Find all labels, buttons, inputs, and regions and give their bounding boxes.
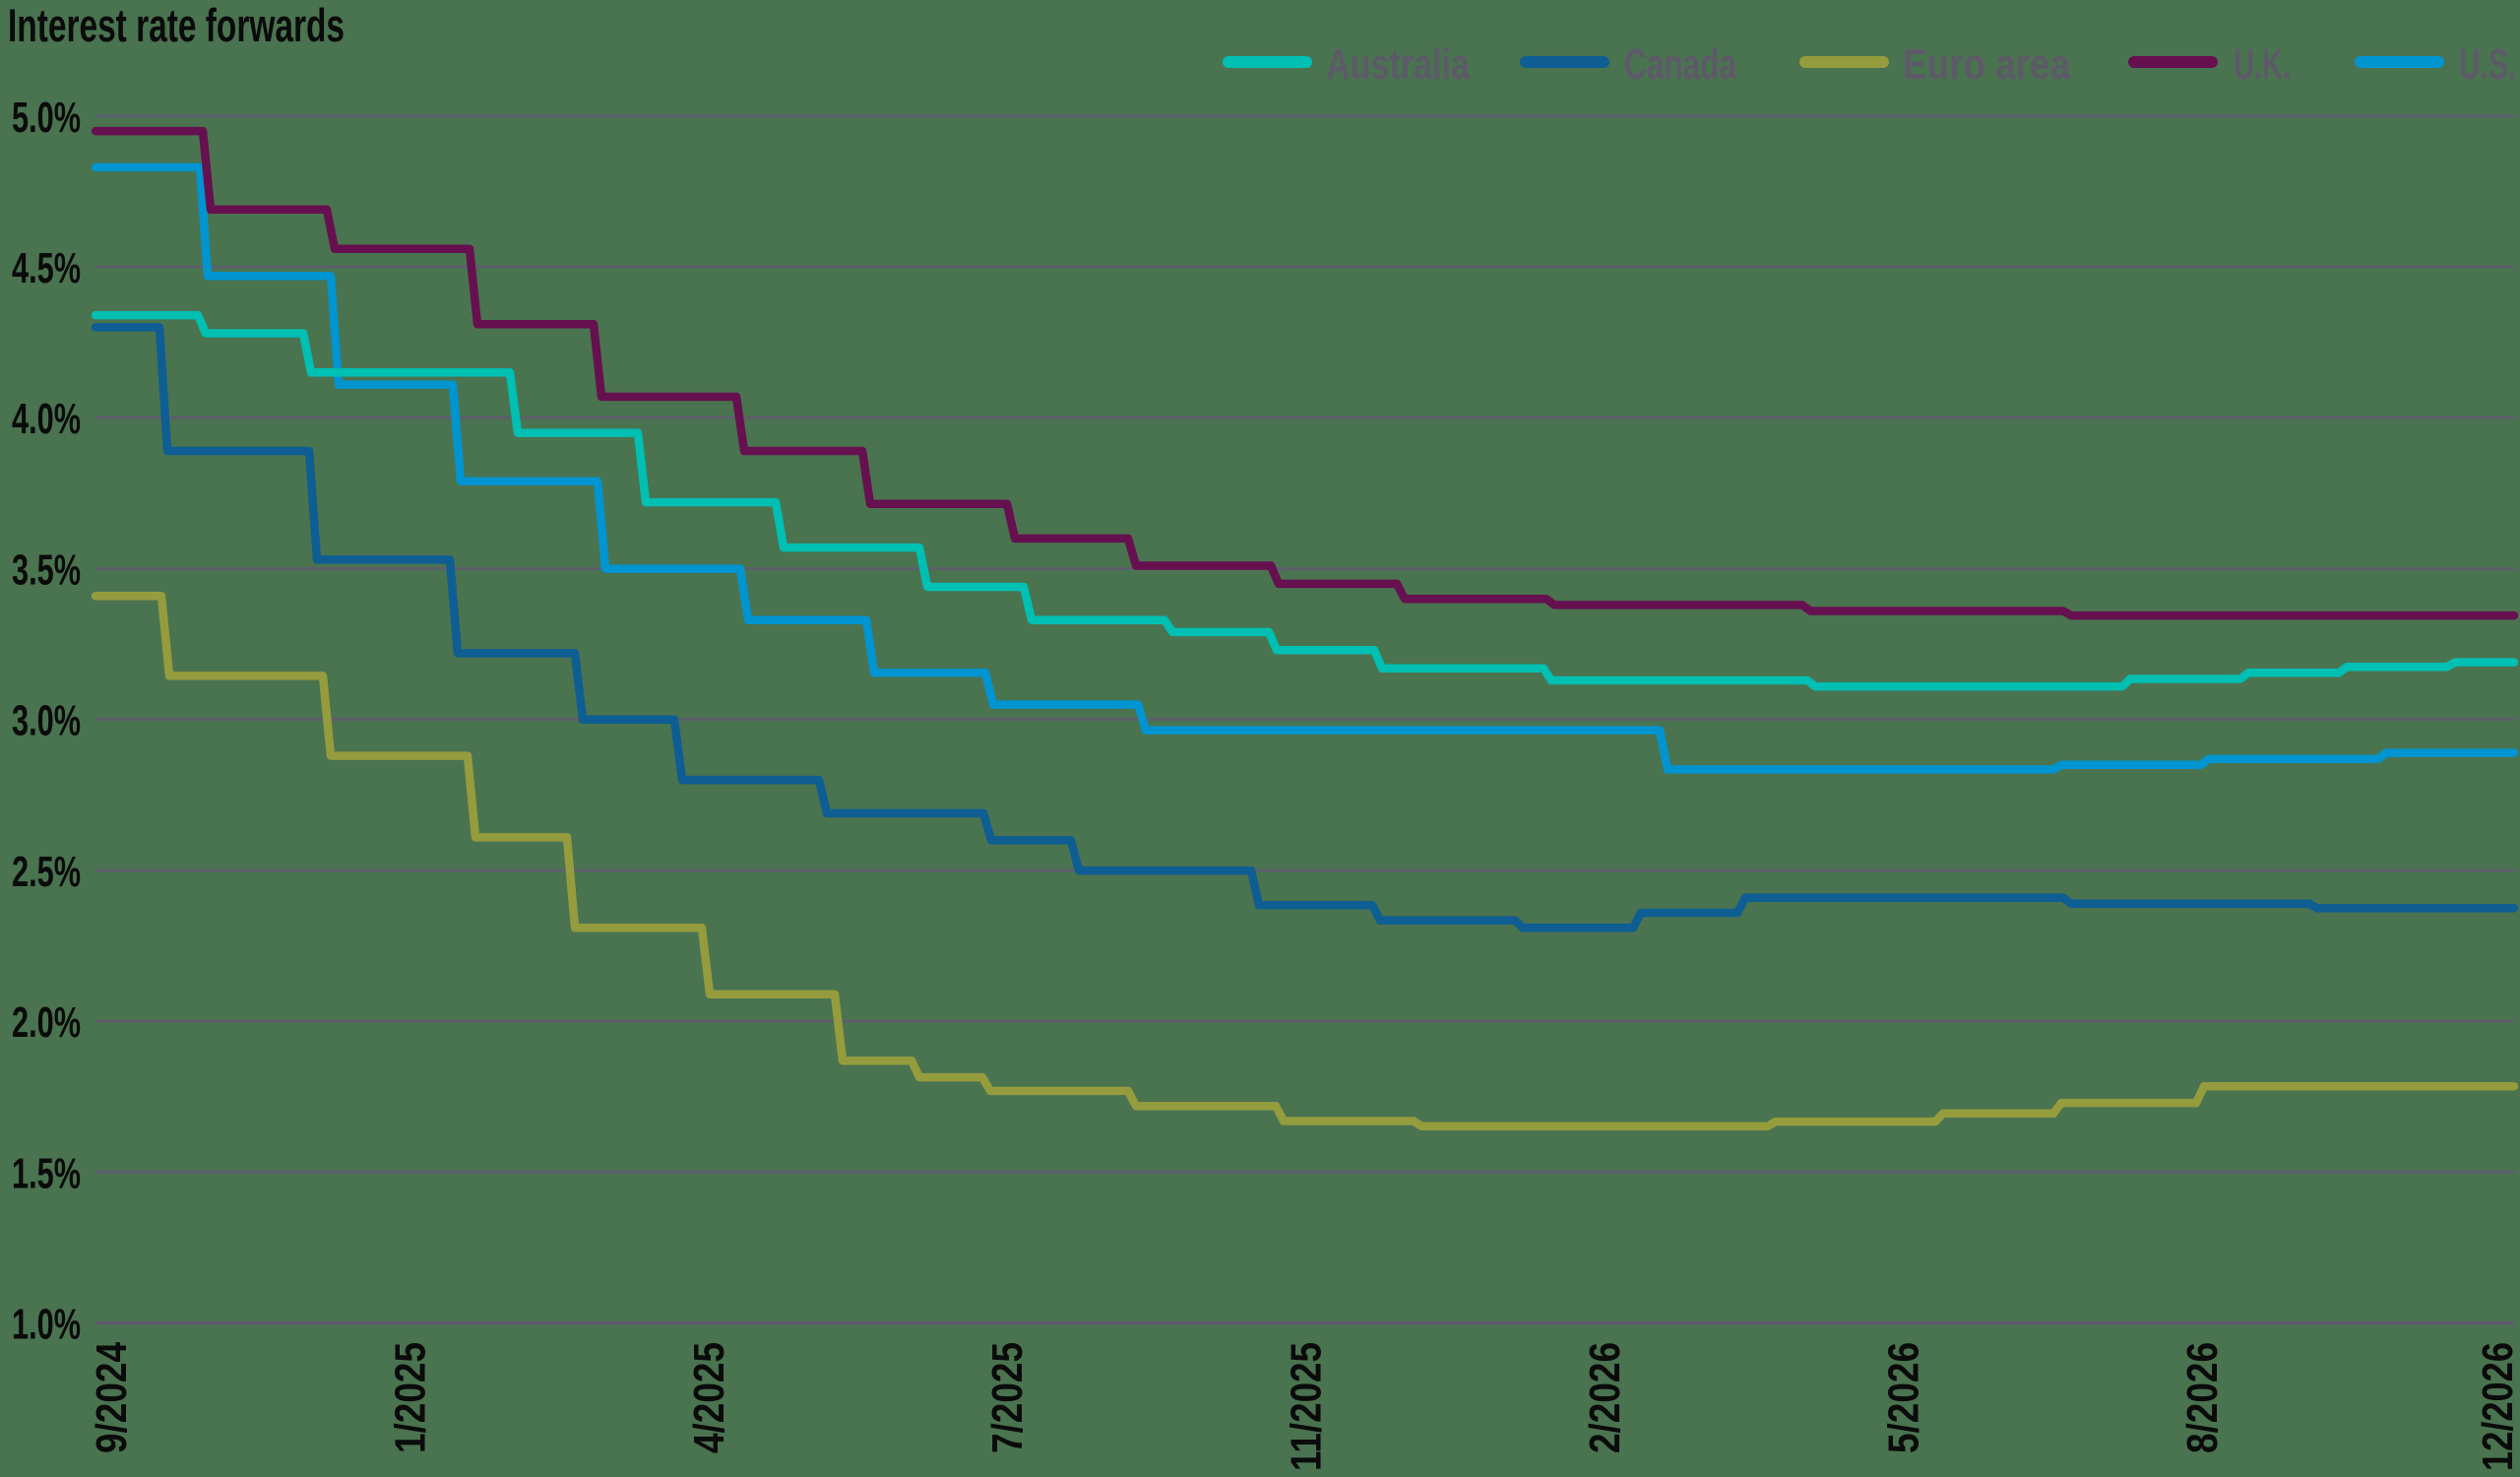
svg-text:5/2026: 5/2026	[1879, 1342, 1927, 1453]
svg-text:4.5%: 4.5%	[12, 244, 81, 292]
svg-text:3.5%: 3.5%	[12, 546, 81, 594]
svg-text:Interest rate forwards: Interest rate forwards	[8, 0, 345, 51]
svg-text:2/2026: 2/2026	[1581, 1342, 1629, 1453]
svg-text:U.K.: U.K.	[2234, 40, 2291, 89]
svg-text:11/2025: 11/2025	[1283, 1342, 1331, 1471]
svg-text:4.0%: 4.0%	[12, 395, 81, 443]
svg-text:Euro area: Euro area	[1903, 40, 2070, 89]
svg-text:7/2025: 7/2025	[983, 1342, 1032, 1453]
svg-text:2.0%: 2.0%	[12, 998, 81, 1047]
svg-text:2.5%: 2.5%	[12, 848, 81, 896]
svg-text:3.0%: 3.0%	[12, 697, 81, 745]
svg-text:1.5%: 1.5%	[12, 1149, 81, 1197]
svg-text:8/2026: 8/2026	[2178, 1342, 2227, 1453]
svg-text:Australia: Australia	[1326, 40, 1470, 89]
svg-text:1.0%: 1.0%	[12, 1301, 81, 1349]
svg-text:1/2025: 1/2025	[386, 1342, 434, 1453]
svg-text:5.0%: 5.0%	[12, 94, 81, 142]
svg-text:9/2024: 9/2024	[88, 1342, 136, 1453]
svg-text:12/2026: 12/2026	[2474, 1342, 2520, 1471]
svg-text:Canada: Canada	[1624, 40, 1736, 89]
svg-text:U.S.: U.S.	[2459, 40, 2516, 89]
svg-text:4/2025: 4/2025	[685, 1342, 733, 1453]
